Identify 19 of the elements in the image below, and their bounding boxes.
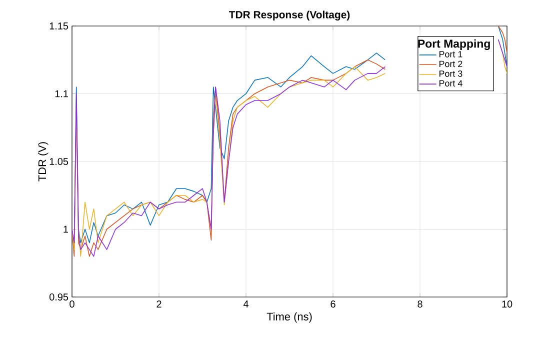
y-tick-label: 0.95 <box>49 293 68 301</box>
x-tick-label: 4 <box>243 300 248 308</box>
y-axis-title: TDR (V) <box>38 142 48 182</box>
y-tick-label: 1.15 <box>50 22 68 30</box>
legend-label: Port 1 <box>439 51 462 58</box>
x-tick-label: 8 <box>418 300 422 308</box>
legend-title: Port Mapping <box>418 39 490 50</box>
x-tick-label: 10 <box>502 300 512 308</box>
x-tick-label: 0 <box>70 300 74 308</box>
x-axis-title: Time (ns) <box>266 312 312 323</box>
y-tick-label: 1.05 <box>50 158 68 166</box>
x-tick-label: 6 <box>330 300 336 308</box>
y-tick-label: 1 <box>64 226 68 233</box>
legend-label: Port 3 <box>439 70 462 77</box>
y-tick-label: 1.1 <box>55 90 68 98</box>
legend-label: Port 4 <box>439 80 462 86</box>
legend-label: Port 2 <box>439 60 462 68</box>
x-tick-label: 2 <box>156 300 162 308</box>
chart-title: TDR Response (Voltage) <box>228 10 350 20</box>
